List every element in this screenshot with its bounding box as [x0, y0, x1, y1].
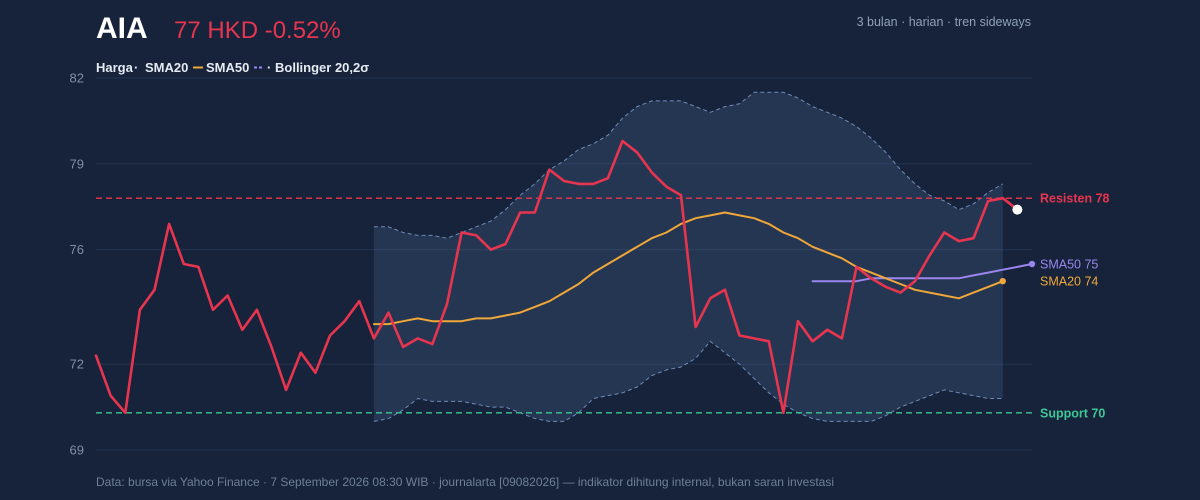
legend-bollinger: Bollinger 20,2σ: [275, 60, 369, 75]
sma20-end-label: SMA20 74: [1040, 275, 1098, 289]
sma50-line: [811, 263, 1033, 283]
y-tick-label: 69: [70, 443, 84, 458]
sma20-last-marker: [999, 277, 1006, 285]
sma20-line: [372, 211, 1004, 326]
chart-meta: 3 bulan · harian · tren sideways: [857, 15, 1031, 29]
level-lines: [96, 197, 1032, 414]
legend-sep-1: ·: [134, 60, 138, 75]
y-tick-label: 82: [70, 71, 84, 86]
price-last-marker: [1012, 204, 1023, 215]
grid: [96, 77, 1032, 451]
harga-line: [94, 139, 1019, 415]
legend: Harga · SMA20 SMA50 · Bollinger 20,2σ: [96, 60, 369, 75]
footer-source: Data: bursa via Yahoo Finance · 7 Septem…: [96, 475, 834, 489]
bollinger-upper-line: [373, 91, 1004, 239]
series-lines: [94, 139, 1033, 415]
legend-sep-2: ·: [267, 60, 271, 75]
legend-sma50: SMA50: [206, 60, 249, 75]
price-change: 77 HKD -0.52%: [174, 17, 341, 44]
y-axis-ticks: 69 72 76 79 82: [70, 71, 84, 458]
sma50-end-label: SMA50 75: [1040, 258, 1098, 272]
bollinger-lower-line: [373, 340, 1003, 422]
y-tick-label: 72: [70, 357, 84, 372]
ticker-title: AIA: [96, 12, 148, 45]
support-label: Support 70: [1040, 406, 1105, 420]
y-tick-label: 79: [70, 156, 84, 171]
legend-price: Harga: [96, 60, 134, 75]
y-tick-label: 76: [70, 242, 84, 257]
sma50-last-marker: [1028, 260, 1036, 268]
resistance-label: Resisten 78: [1040, 192, 1110, 206]
end-labels: Resisten 78 Support 70 SMA50 75 SMA20 74: [999, 192, 1110, 420]
legend-sma20: SMA20: [145, 60, 188, 75]
